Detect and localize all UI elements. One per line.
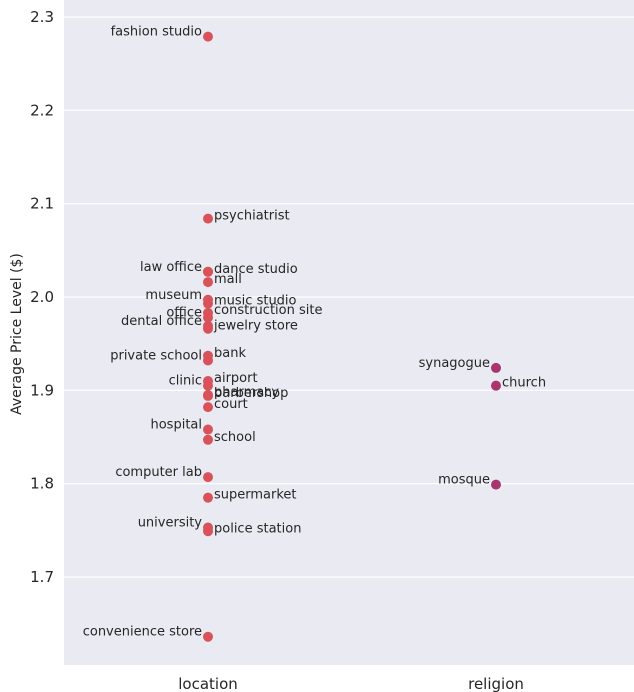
data-point xyxy=(203,355,213,366)
data-point xyxy=(203,631,213,642)
point-label: computer lab xyxy=(115,465,202,480)
data-point xyxy=(203,526,213,537)
point-label: music studio xyxy=(214,294,297,309)
point-label: mall xyxy=(214,272,242,287)
data-point xyxy=(203,266,213,277)
y-axis-title: Average Price Level ($) xyxy=(9,253,25,415)
data-point xyxy=(491,362,501,373)
point-label: school xyxy=(214,430,256,445)
point-label: university xyxy=(138,516,203,531)
y-tick-label: 1.9 xyxy=(30,381,54,399)
point-label: museum xyxy=(145,288,202,303)
data-point xyxy=(203,402,213,413)
point-label: barbershop xyxy=(214,386,288,401)
y-tick-label: 2.3 xyxy=(30,8,54,26)
data-point xyxy=(203,492,213,503)
data-point xyxy=(203,424,213,435)
point-label: convenience store xyxy=(83,625,202,640)
point-label: dance studio xyxy=(214,262,298,277)
point-label: jewelry store xyxy=(213,319,298,334)
point-label: construction site xyxy=(214,303,322,318)
y-tick-label: 2.0 xyxy=(30,288,54,306)
data-point xyxy=(203,298,213,309)
y-tick-label: 1.8 xyxy=(30,475,54,493)
data-point xyxy=(203,472,213,483)
point-label: mosque xyxy=(438,473,490,488)
data-point xyxy=(491,479,501,490)
gridlines xyxy=(64,16,634,578)
point-label: court xyxy=(214,397,248,412)
point-label: airport xyxy=(214,371,258,386)
data-point xyxy=(203,380,213,391)
point-label: private school xyxy=(110,348,202,363)
data-point xyxy=(203,31,213,42)
data-point xyxy=(203,323,213,334)
y-tick-label: 2.2 xyxy=(30,101,54,119)
point-label: bank xyxy=(214,346,246,361)
data-point xyxy=(203,390,213,401)
point-label: supermarket xyxy=(214,488,297,503)
point-label: clinic xyxy=(169,374,202,389)
y-tick-label: 1.7 xyxy=(30,568,54,586)
point-label: police station xyxy=(214,521,301,536)
point-label: pharmacy xyxy=(214,385,279,400)
point-labels: fashion studio psychiatrist dance studio la… xyxy=(83,25,546,640)
data-point xyxy=(491,380,501,391)
x-tick-labels: location religion xyxy=(178,675,524,692)
point-label: fashion studio xyxy=(111,25,202,40)
data-point xyxy=(203,213,213,224)
data-points xyxy=(203,31,501,642)
point-label: dental office xyxy=(121,314,202,329)
y-tick-labels: 1.7 1.8 1.9 2.0 2.1 2.2 2.3 xyxy=(30,8,54,586)
data-point xyxy=(203,434,213,445)
point-label: office xyxy=(166,306,202,321)
point-label: law office xyxy=(140,260,202,275)
plot-background xyxy=(64,0,634,665)
point-label: synagogue xyxy=(419,356,490,371)
point-label: psychiatrist xyxy=(214,209,290,224)
data-point xyxy=(203,312,213,323)
data-point xyxy=(203,277,213,288)
y-tick-label: 2.1 xyxy=(30,195,54,213)
point-label: church xyxy=(502,376,546,391)
point-label: hospital xyxy=(150,418,202,433)
x-tick-label: religion xyxy=(468,675,524,692)
x-tick-label: location xyxy=(178,675,238,692)
